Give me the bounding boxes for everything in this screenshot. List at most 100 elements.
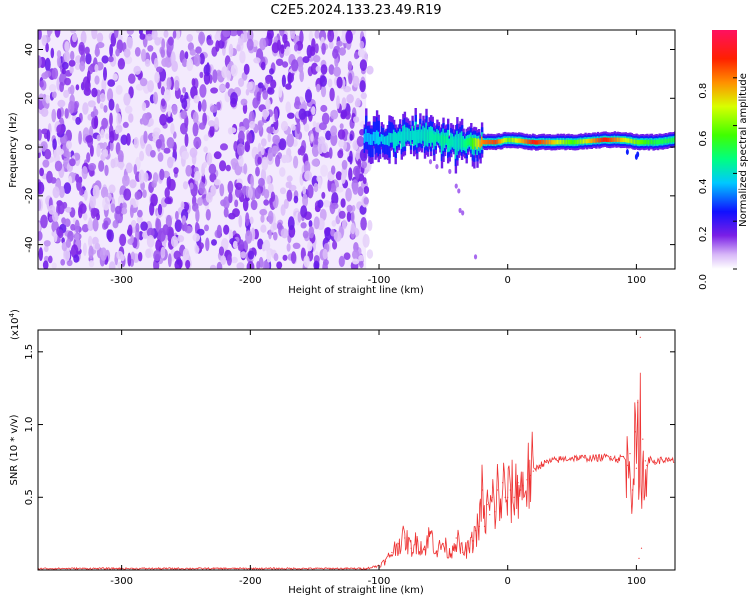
noise-speckle — [359, 260, 364, 269]
noise-speckle — [198, 122, 206, 130]
noise-speckle — [340, 109, 348, 118]
signal-cell — [670, 138, 674, 143]
snr-panel: -300 -200 -100 0 100 0.5 1.0 1.5 Height of str… — [8, 309, 676, 596]
noise-speckle — [309, 46, 316, 56]
signal-cell — [539, 139, 542, 145]
snr-scale-note: (x104) — [8, 309, 21, 340]
noise-speckle — [285, 101, 292, 114]
signal-cell — [609, 137, 612, 143]
noise-speckle — [238, 239, 245, 251]
noise-speckle — [143, 130, 148, 144]
noise-speckle — [193, 95, 200, 104]
noise-speckle — [238, 130, 245, 144]
noise-speckle — [94, 64, 99, 73]
noise-speckle — [328, 40, 334, 49]
noise-speckle — [236, 44, 241, 52]
signal-cell — [615, 137, 618, 142]
noise-speckle — [82, 102, 89, 115]
signal-cell — [644, 139, 647, 145]
noise-speckle — [299, 145, 306, 156]
snr-scale-open: (x10 — [10, 317, 21, 340]
noise-speckle — [85, 135, 93, 143]
snr-scale-close: ) — [10, 309, 21, 313]
colorbar-ticks: 0.0 0.2 0.4 0.6 0.8 — [698, 77, 737, 290]
signal-cell — [576, 139, 580, 145]
noise-speckle — [299, 69, 305, 83]
noise-speckle — [300, 205, 308, 218]
signal-cell — [417, 131, 420, 140]
noise-speckle — [44, 245, 49, 253]
noise-speckle — [120, 134, 128, 146]
signal-cell — [460, 136, 464, 149]
noise-speckle — [66, 140, 72, 150]
noise-speckle — [94, 47, 101, 57]
noise-speckle — [307, 184, 314, 199]
snr-point — [545, 461, 547, 463]
noise-speckle — [42, 260, 49, 269]
noise-speckle — [276, 261, 283, 269]
noise-speckle — [284, 48, 289, 57]
noise-speckle — [320, 164, 328, 177]
signal-cell — [545, 140, 549, 145]
noise-speckle — [122, 121, 129, 128]
noise-speckle — [260, 146, 265, 156]
noise-speckle — [280, 204, 286, 216]
signal-cell — [471, 138, 475, 149]
x-tick-label: -200 — [239, 576, 262, 587]
noise-speckle — [96, 212, 100, 221]
noise-speckle — [279, 30, 285, 37]
noise-speckle — [163, 147, 171, 154]
noise-speckle — [223, 207, 229, 218]
noise-speckle — [336, 76, 343, 89]
snr-point — [486, 503, 488, 506]
signal-cell — [602, 137, 606, 142]
noise-speckle — [44, 57, 51, 72]
signal-dip — [625, 148, 629, 155]
noise-speckle — [202, 161, 207, 168]
noise-speckle — [83, 189, 88, 201]
noise-speckle — [146, 227, 155, 238]
noise-speckle — [87, 100, 96, 108]
signal-cell — [596, 138, 600, 143]
signal-cell — [667, 138, 671, 143]
signal-cell — [556, 139, 559, 145]
signal-cell — [365, 129, 368, 142]
signal-cell — [402, 131, 405, 143]
noise-speckle — [52, 186, 60, 199]
snr-point — [474, 530, 477, 532]
signal-cell — [522, 139, 525, 144]
signal-cell — [518, 138, 521, 143]
signal-cell — [530, 139, 533, 145]
signal-cell — [525, 139, 529, 144]
noise-speckle — [126, 30, 134, 35]
noise-speckle — [88, 217, 93, 230]
noise-speckle — [255, 166, 260, 177]
signal-cell — [396, 135, 399, 143]
noise-speckle — [196, 228, 205, 236]
signal-cell — [607, 137, 610, 143]
noise-speckle — [215, 40, 220, 52]
noise-speckle — [74, 219, 80, 234]
noise-speckle — [173, 131, 177, 139]
snr-point — [365, 567, 367, 570]
signal-cell — [368, 133, 371, 145]
noise-speckle — [257, 156, 262, 165]
snr-point — [429, 533, 432, 535]
noise-speckle — [147, 80, 155, 93]
noise-speckle — [63, 90, 70, 98]
signal-cell — [437, 134, 441, 142]
noise-speckle — [112, 73, 118, 81]
noise-speckle — [140, 221, 148, 231]
noise-speckle — [283, 198, 289, 209]
noise-speckle — [363, 197, 369, 205]
noise-speckle — [92, 218, 99, 232]
spectrogram-frame — [37, 29, 676, 270]
signal-cell — [468, 137, 471, 145]
signal-cell — [394, 135, 397, 147]
noise-speckle — [319, 208, 327, 221]
noise-speckle — [296, 120, 301, 135]
noise-speckle — [315, 43, 319, 54]
noise-speckle — [133, 65, 141, 75]
noise-speckle — [138, 231, 144, 241]
